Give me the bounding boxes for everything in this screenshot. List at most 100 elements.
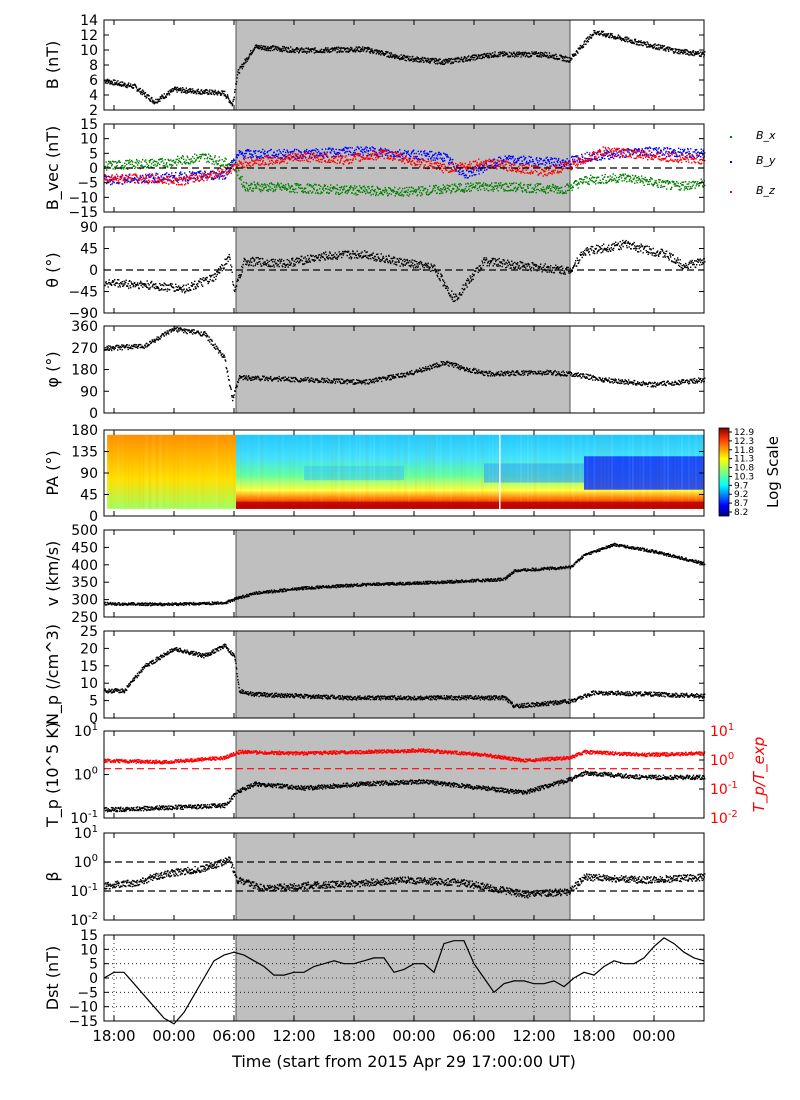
b-point [153,102,155,105]
bvec-point [270,189,272,191]
bvec-point [269,160,271,162]
bvec-point [613,153,615,156]
b-point [417,57,419,59]
bvec-point [638,176,640,178]
b-point [271,49,273,52]
bvec-point [109,162,111,164]
bvec-point [533,188,535,191]
bvec-point [307,160,309,163]
b-point [336,51,339,53]
b-point [438,59,440,62]
b-point [581,46,583,48]
bvec-point [681,184,683,186]
bvec-point [368,185,370,188]
bvec-point [438,151,440,154]
b-point [671,49,673,51]
bvec-point [441,157,443,159]
b-point [478,57,481,59]
b-point [481,54,483,56]
bvec-point [393,151,395,154]
b-point [472,57,475,59]
bvec-point [495,182,497,184]
bvec-point [478,173,480,175]
bvec-point [438,186,440,188]
bvec-point [240,162,242,164]
bvec-point [410,190,412,193]
bvec-point [178,179,180,181]
bvec-point [540,158,542,160]
bvec-point [175,158,177,161]
b-point [328,50,330,53]
bvec-point [642,180,644,183]
bvec-point [378,188,380,190]
y-tick-label: 8 [89,58,98,74]
bvec-point [112,160,114,162]
bvec-point [380,191,382,193]
bvec-point [417,158,419,161]
bvec-point [142,174,144,177]
bvec-point [315,192,317,194]
b-point [482,56,484,58]
b-point [469,59,471,62]
bvec-point [582,182,584,185]
bvec-point [252,160,254,162]
bvec-point [278,185,280,187]
b-point [500,53,502,55]
bvec-point [581,153,583,156]
b-point [555,57,557,60]
bvec-point [155,174,157,176]
bvec-point [374,153,376,156]
b-point [408,57,410,60]
bvec-point [608,148,610,150]
bvec-point [185,177,187,179]
bvec-point [356,153,358,155]
b-point [548,57,550,59]
bvec-point [604,173,606,176]
bvec-point [524,158,526,160]
bvec-point [322,187,324,189]
b-point [162,96,165,98]
b-point [652,46,654,48]
bvec-point [391,152,393,154]
bvec-point [313,188,315,191]
b-point [553,56,555,58]
bvec-point [432,189,434,192]
bvec-point [605,152,607,154]
bvec-point [482,164,484,167]
bvec-point [349,162,351,164]
bvec-point [651,183,653,185]
bvec-point [662,180,664,182]
bvec-point [536,188,538,191]
b-point [151,97,153,99]
b-point [690,52,693,54]
b-point [228,99,231,102]
bvec-point [627,151,629,153]
bvec-point [497,190,499,192]
b-point [452,61,455,64]
bvec-point [417,163,419,166]
bvec-point [604,152,606,154]
bvec-point [317,155,319,158]
bvec-point [495,165,497,167]
bvec-point [321,152,323,155]
bvec-point [315,184,317,186]
b-point [447,62,449,64]
bvec-point [381,193,383,195]
bvec-point [547,173,549,175]
bvec-point [607,176,609,178]
bvec-point [598,156,600,158]
b-point [304,50,307,53]
b-point [142,90,145,93]
bvec-point [108,180,110,183]
bvec-point [302,191,304,194]
bvec-point [588,158,590,161]
b-point [415,58,417,60]
bvec-point [675,183,677,185]
bvec-point [108,166,110,169]
bvec-point [679,189,681,191]
b-point [665,47,667,49]
bvec-point [462,163,464,166]
bvec-point [144,160,146,162]
bvec-point [634,175,636,178]
